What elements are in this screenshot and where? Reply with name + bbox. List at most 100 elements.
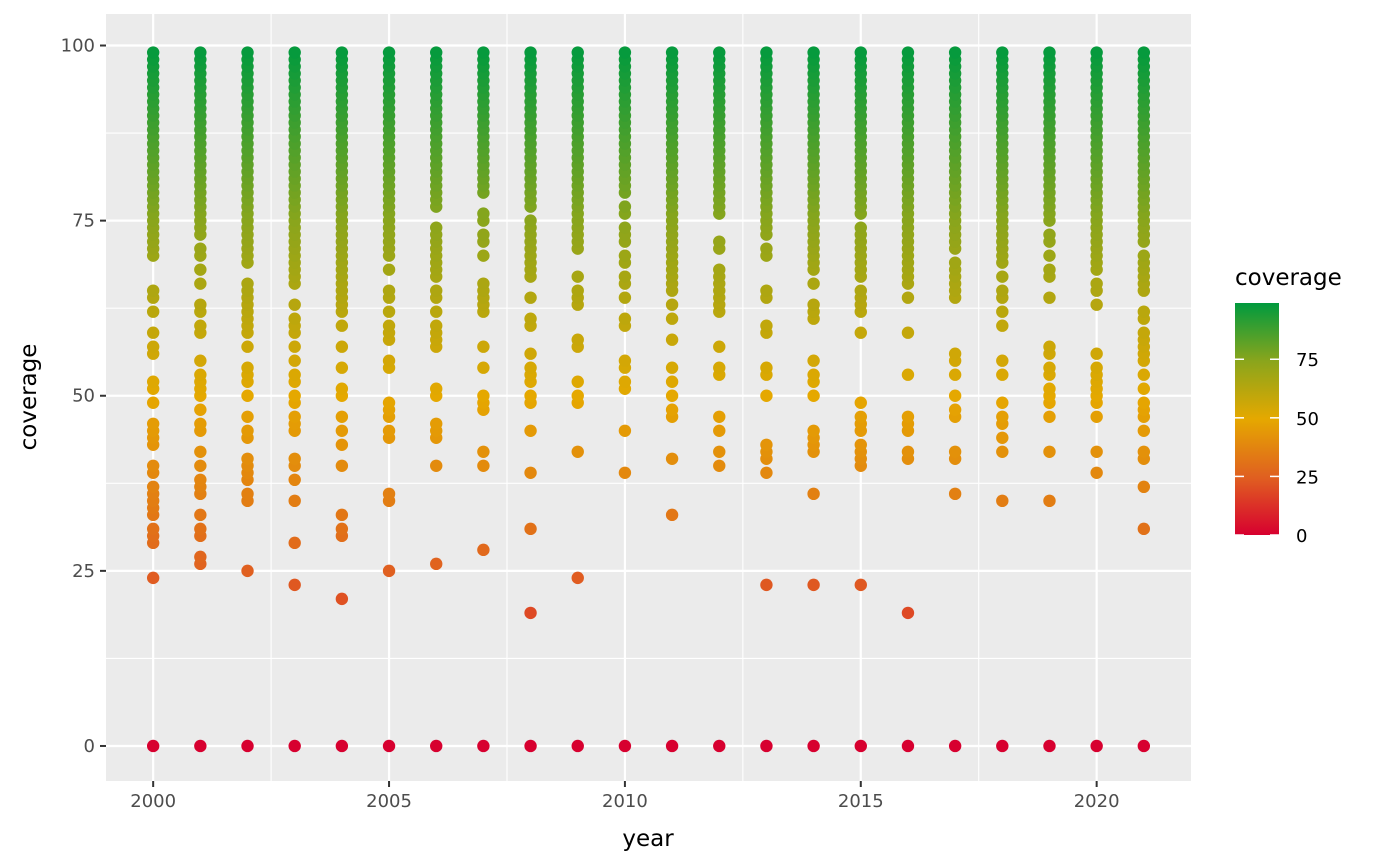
legend-label: 50 [1296, 409, 1319, 430]
data-point [335, 508, 349, 522]
data-point [241, 389, 254, 402]
data-point [760, 466, 773, 479]
data-point [194, 445, 207, 458]
data-point [665, 508, 679, 522]
year-column-2009 [571, 46, 584, 753]
year-column-2006 [430, 46, 443, 753]
data-point [146, 46, 160, 59]
data-point [618, 354, 632, 367]
year-column-2000 [146, 46, 160, 753]
data-point [901, 46, 915, 59]
y-tick-label: 75 [72, 211, 95, 232]
data-point [1137, 382, 1151, 395]
data-point [288, 354, 301, 367]
year-column-2013 [760, 46, 773, 753]
data-point [335, 522, 349, 536]
data-point [1137, 249, 1151, 262]
data-point [524, 291, 537, 304]
data-point [807, 389, 820, 402]
year-column-2020 [1090, 46, 1103, 753]
data-point [996, 410, 1009, 423]
data-point [430, 46, 443, 59]
year-column-2015 [854, 46, 867, 753]
data-point [665, 361, 679, 374]
data-point [524, 739, 537, 753]
data-point [713, 459, 726, 472]
data-point [1137, 396, 1151, 409]
data-point [194, 298, 207, 311]
data-point [713, 340, 726, 353]
data-point [665, 375, 679, 388]
data-point [477, 543, 490, 557]
data-point [288, 739, 301, 753]
data-point [1043, 410, 1056, 423]
data-point [194, 459, 207, 472]
year-column-2007 [477, 46, 490, 753]
data-point [241, 564, 254, 578]
data-point [760, 578, 773, 592]
data-point [241, 452, 254, 465]
data-point [1090, 739, 1103, 753]
year-column-2021 [1137, 46, 1151, 753]
data-point [618, 375, 632, 388]
data-point [194, 473, 207, 487]
x-tick-label: 2010 [602, 791, 648, 812]
y-tick-label: 50 [72, 386, 95, 407]
data-point [807, 487, 820, 501]
data-point [194, 417, 207, 430]
data-point [430, 221, 443, 234]
data-point [146, 417, 160, 430]
data-point [948, 445, 962, 458]
data-point [241, 361, 254, 374]
year-column-2018 [996, 46, 1009, 753]
data-point [335, 459, 349, 472]
x-tick-label: 2015 [838, 791, 884, 812]
data-point [524, 46, 537, 59]
data-point [1043, 263, 1056, 276]
data-point [477, 46, 490, 59]
data-point [1043, 340, 1056, 353]
data-point [477, 459, 490, 472]
data-point [194, 277, 207, 290]
data-point [713, 424, 726, 437]
data-point [1090, 466, 1103, 479]
data-point [713, 739, 726, 753]
data-point [948, 739, 962, 753]
data-point [335, 438, 349, 451]
data-point [571, 333, 584, 346]
data-point [948, 403, 962, 416]
data-point [1043, 494, 1056, 508]
data-point [996, 739, 1009, 753]
data-point [760, 319, 773, 332]
data-point [1137, 739, 1151, 753]
data-point [194, 368, 207, 381]
data-point [854, 578, 867, 592]
data-point [524, 389, 537, 402]
data-point [477, 207, 490, 220]
data-point [807, 354, 820, 367]
data-point [618, 270, 632, 283]
data-point [382, 396, 396, 409]
year-column-2003 [288, 46, 301, 753]
data-point [760, 361, 773, 374]
data-point [288, 494, 301, 508]
data-point [241, 487, 254, 501]
data-point [288, 536, 301, 550]
data-point [948, 347, 962, 360]
legend-title: coverage [1235, 265, 1342, 291]
data-point [760, 284, 773, 297]
data-point [477, 361, 490, 374]
data-point [807, 46, 820, 59]
x-tick-label: 2005 [366, 791, 412, 812]
data-point [901, 606, 915, 620]
data-point [241, 739, 254, 753]
data-point [571, 389, 584, 402]
data-point [335, 319, 349, 332]
data-point [194, 550, 207, 564]
data-point [1137, 368, 1151, 381]
data-point [618, 200, 632, 213]
data-point [996, 284, 1009, 297]
data-point [1137, 445, 1151, 458]
year-column-2008 [524, 46, 537, 753]
data-point [901, 291, 915, 304]
